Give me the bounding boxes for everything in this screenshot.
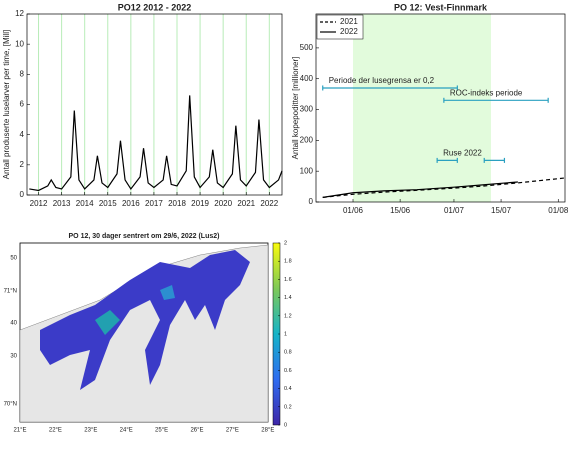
fjord-hotspot bbox=[95, 310, 120, 335]
lat-label: 70°N bbox=[4, 402, 17, 408]
fjord-hotspot bbox=[160, 285, 175, 300]
colorbar-label: 0.8 bbox=[284, 350, 292, 356]
x-tick-label: 2018 bbox=[168, 199, 186, 208]
y-tick-label: 2 bbox=[20, 160, 25, 169]
lat-label: 71°N bbox=[4, 289, 17, 295]
annotation-label: ROC-indeks periode bbox=[450, 88, 523, 97]
data-line bbox=[322, 177, 566, 198]
x-tick-label: 2019 bbox=[191, 199, 209, 208]
lon-label: 25°E bbox=[155, 428, 168, 434]
lon-label: 28°E bbox=[261, 428, 274, 434]
colorbar-label: 1 bbox=[284, 331, 287, 337]
y-tick-label: 300 bbox=[300, 105, 314, 114]
lon-label: 24°E bbox=[120, 428, 133, 434]
x-tick-label: 2017 bbox=[145, 199, 163, 208]
y-tick-label: 0 bbox=[20, 190, 25, 199]
chart-title: PO 12: Vest-Finnmark bbox=[394, 2, 488, 12]
x-tick-label: 15/07 bbox=[491, 206, 512, 215]
colorbar-label: 1.2 bbox=[284, 313, 292, 319]
y-tick-label: 12 bbox=[15, 9, 24, 18]
x-tick-label: 2020 bbox=[214, 199, 232, 208]
x-tick-label: 2015 bbox=[99, 199, 117, 208]
colorbar-label: 0.4 bbox=[284, 386, 292, 392]
lon-label: 21°E bbox=[13, 428, 26, 434]
colorbar-label: 1.4 bbox=[284, 295, 292, 301]
y-tick-label: 4 bbox=[20, 130, 25, 139]
colorbar-label: 0 bbox=[284, 422, 287, 428]
lat-label: 50 bbox=[10, 256, 17, 262]
y-tick-label: 6 bbox=[20, 100, 25, 109]
x-tick-label: 01/07 bbox=[444, 206, 465, 215]
x-tick-label: 2014 bbox=[76, 199, 94, 208]
lat-label: 40 bbox=[10, 321, 17, 327]
axes-frame bbox=[26, 13, 283, 196]
x-tick-label: 2021 bbox=[237, 199, 255, 208]
lat-label: 30 bbox=[10, 354, 17, 360]
x-tick-label: 01/08 bbox=[548, 206, 569, 215]
panel-copepodites: 01/06 15/06 01/07 15/07 01/08 0 100 200 300 400 50… bbox=[291, 2, 569, 215]
y-axis-label: Antall kopepoditter [millioner] bbox=[291, 57, 300, 160]
x-tick-label: 15/06 bbox=[390, 206, 411, 215]
lon-label: 27°E bbox=[226, 428, 239, 434]
x-tick-label: 2013 bbox=[53, 199, 71, 208]
lon-label: 22°E bbox=[49, 428, 62, 434]
x-tick-label: 2022 bbox=[260, 199, 278, 208]
plot-area bbox=[27, 14, 282, 195]
data-line bbox=[29, 95, 283, 192]
colorbar-label: 1.6 bbox=[284, 277, 292, 283]
x-tick-label: 2016 bbox=[122, 199, 140, 208]
x-tick-label: 2012 bbox=[30, 199, 48, 208]
data-line bbox=[322, 181, 518, 198]
y-tick-label: 0 bbox=[309, 197, 314, 206]
legend-label: 2022 bbox=[340, 27, 358, 36]
axes-frame bbox=[315, 13, 566, 203]
y-axis-label: Antall produserte luselarver per time, [… bbox=[2, 30, 11, 179]
lon-label: 23°E bbox=[84, 428, 97, 434]
colorbar-label: 0.2 bbox=[284, 404, 292, 410]
y-tick-label: 400 bbox=[300, 74, 314, 83]
panel-map: PO 12, 30 dager sentrert om 29/6, 2022 (… bbox=[4, 233, 292, 434]
annotation-label: Ruse 2022 bbox=[443, 149, 482, 158]
y-tick-label: 8 bbox=[20, 69, 25, 78]
colorbar-label: 2 bbox=[284, 240, 287, 246]
legend-box bbox=[316, 14, 364, 40]
y-tick-label: 200 bbox=[300, 135, 314, 144]
colorbar-label: 1.8 bbox=[284, 259, 292, 265]
panel-history: 2012 2013 2014 2015 2016 2017 2018 2019 2020 2021… bbox=[2, 2, 283, 208]
annotation-label: Periode der lusegrensa er 0,2 bbox=[329, 76, 435, 85]
chart-title: PO 12, 30 dager sentrert om 29/6, 2022 (… bbox=[69, 233, 220, 240]
legend-label: 2021 bbox=[340, 17, 358, 26]
fjord-field bbox=[40, 250, 250, 390]
shaded-period bbox=[353, 14, 491, 202]
x-tick-label: 01/06 bbox=[343, 206, 364, 215]
y-tick-label: 10 bbox=[15, 39, 24, 48]
y-tick-label: 100 bbox=[300, 166, 314, 175]
colorbar-label: 0.6 bbox=[284, 368, 292, 374]
chart-title: PO12 2012 - 2022 bbox=[118, 2, 192, 12]
lon-label: 26°E bbox=[190, 428, 203, 434]
y-tick-label: 500 bbox=[300, 43, 314, 52]
